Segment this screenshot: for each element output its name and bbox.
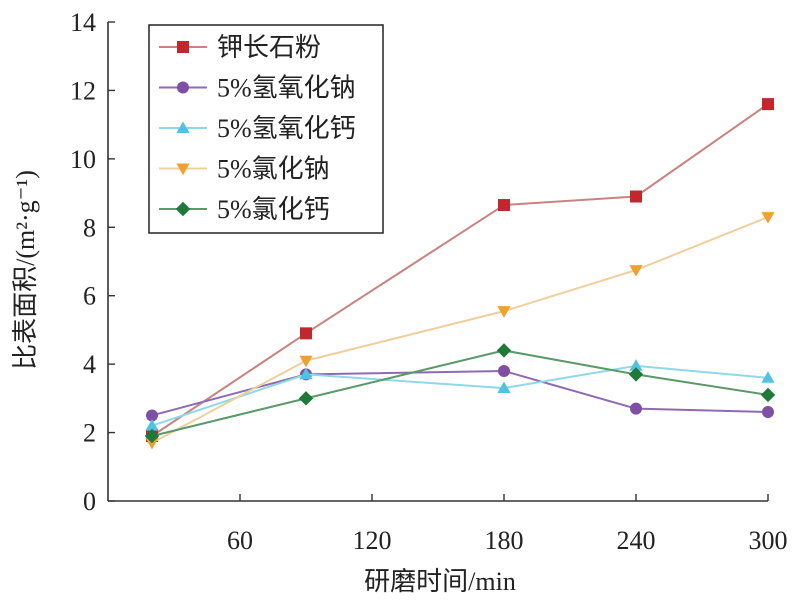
series-5 bbox=[144, 343, 776, 444]
legend-marker bbox=[177, 81, 189, 94]
legend-label: 5%氢氧化钙 bbox=[217, 114, 356, 143]
legend-item: 5%氯化钠 bbox=[159, 155, 330, 184]
legend-label: 5%氯化钠 bbox=[217, 155, 330, 184]
y-tick-label: 6 bbox=[83, 282, 96, 311]
data-point bbox=[146, 409, 158, 422]
legend-marker bbox=[176, 163, 190, 176]
y-tick-label: 14 bbox=[70, 8, 96, 37]
data-point bbox=[144, 428, 160, 444]
data-point bbox=[145, 437, 159, 450]
data-point bbox=[630, 190, 642, 203]
y-tick-label: 0 bbox=[83, 487, 96, 516]
data-point bbox=[498, 199, 510, 212]
legend-label: 5%氢氧化钠 bbox=[217, 74, 356, 103]
data-point bbox=[761, 212, 775, 224]
data-point bbox=[299, 367, 313, 380]
x-axis-title: 研磨时间/min bbox=[364, 567, 516, 596]
data-point bbox=[629, 265, 643, 277]
data-point bbox=[629, 359, 643, 371]
series-2 bbox=[146, 364, 774, 422]
data-point bbox=[299, 355, 313, 368]
data-point bbox=[497, 381, 511, 394]
legend-item: 5%氯化钙 bbox=[159, 195, 330, 224]
data-point bbox=[145, 419, 159, 431]
y-tick-label: 2 bbox=[83, 419, 96, 448]
legend-label: 5%氯化钙 bbox=[217, 195, 330, 224]
data-point bbox=[762, 406, 774, 419]
data-point bbox=[630, 402, 642, 415]
data-point bbox=[628, 367, 644, 382]
data-point bbox=[761, 371, 775, 383]
y-axis-title: 比表面积/(m²·g⁻¹) bbox=[11, 170, 40, 370]
data-point bbox=[762, 98, 774, 111]
legend: 钾长石粉 5%氢氧化钠 5%氢氧化钙 5%氯化钠 5%氯化钙 bbox=[148, 24, 384, 234]
legend-marker bbox=[177, 41, 189, 53]
data-point bbox=[498, 364, 510, 377]
data-point bbox=[496, 343, 512, 358]
y-tick-label: 4 bbox=[83, 350, 96, 379]
legend-marker bbox=[175, 201, 191, 217]
legend-marker bbox=[176, 121, 190, 133]
data-point bbox=[300, 327, 312, 340]
legend-item: 5%氢氧化钙 bbox=[159, 114, 356, 143]
axes: 0 2 4 6 8 10 12 14 60 120 180 240 300 bbox=[70, 8, 788, 555]
x-tick-label: 120 bbox=[353, 526, 392, 555]
x-tick-label: 60 bbox=[227, 526, 253, 555]
x-tick-label: 180 bbox=[485, 526, 524, 555]
x-tick-label: 240 bbox=[617, 526, 656, 555]
legend-item: 5%氢氧化钠 bbox=[159, 74, 356, 103]
legend-label: 钾长石粉 bbox=[217, 33, 321, 62]
series-3 bbox=[145, 359, 775, 431]
y-tick-label: 8 bbox=[83, 213, 96, 242]
data-point bbox=[298, 391, 314, 406]
legend-item: 钾长石粉 bbox=[159, 33, 321, 62]
y-tick-label: 10 bbox=[70, 145, 96, 174]
x-tick-label: 300 bbox=[749, 526, 788, 555]
series-4 bbox=[145, 212, 775, 450]
data-point bbox=[497, 306, 511, 318]
data-point bbox=[760, 387, 776, 403]
y-tick-label: 12 bbox=[70, 76, 96, 105]
series-group bbox=[144, 98, 776, 450]
